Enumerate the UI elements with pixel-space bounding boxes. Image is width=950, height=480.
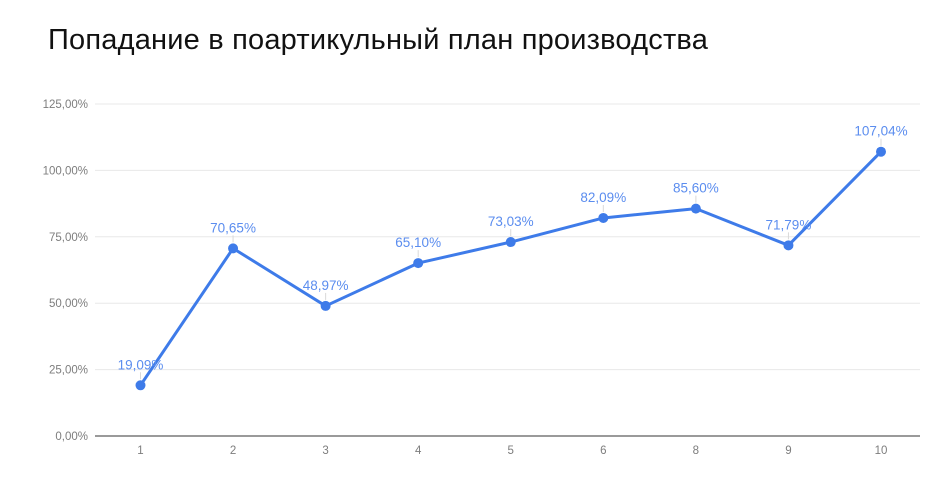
data-point[interactable] [413, 258, 424, 269]
y-tick-label: 50,00% [49, 298, 88, 310]
x-tick-label: 4 [415, 445, 422, 457]
data-point[interactable] [783, 240, 794, 251]
data-point[interactable] [876, 146, 886, 157]
x-tick-label: 5 [508, 445, 514, 457]
x-tick-label: 3 [322, 445, 328, 457]
data-point[interactable] [135, 380, 146, 391]
chart-title: Попадание в поартикульный план производс… [48, 24, 709, 56]
data-point-label: 19,09% [118, 357, 164, 372]
series-line [139, 150, 883, 387]
data-point-label: 73,03% [488, 214, 534, 229]
y-tick-label: 100,00% [43, 165, 88, 177]
x-tick-label: 9 [785, 445, 791, 457]
data-point-label: 65,10% [395, 235, 441, 250]
x-tick-label: 6 [600, 445, 606, 457]
data-point[interactable] [320, 300, 331, 311]
y-tick-label: 125,00% [43, 99, 88, 111]
x-tick-label: 10 [875, 445, 888, 457]
data-point-label: 48,97% [303, 278, 349, 293]
data-point-label: 70,65% [210, 220, 256, 235]
y-tick-label: 75,00% [49, 232, 88, 244]
data-point[interactable] [598, 212, 609, 223]
x-tick-label: 2 [230, 445, 236, 457]
data-point-label: 107,04% [854, 124, 907, 139]
data-point-label: 71,79% [766, 217, 812, 232]
y-tick-label: 0,00% [55, 431, 88, 443]
data-point[interactable] [690, 203, 701, 214]
data-point-label: 85,60% [673, 181, 719, 196]
x-tick-label: 1 [137, 445, 143, 457]
data-point-label: 82,09% [580, 190, 626, 205]
data-point[interactable] [505, 237, 516, 248]
x-tick-label: 8 [693, 445, 699, 457]
data-point[interactable] [228, 243, 239, 254]
y-tick-label: 25,00% [49, 365, 88, 377]
